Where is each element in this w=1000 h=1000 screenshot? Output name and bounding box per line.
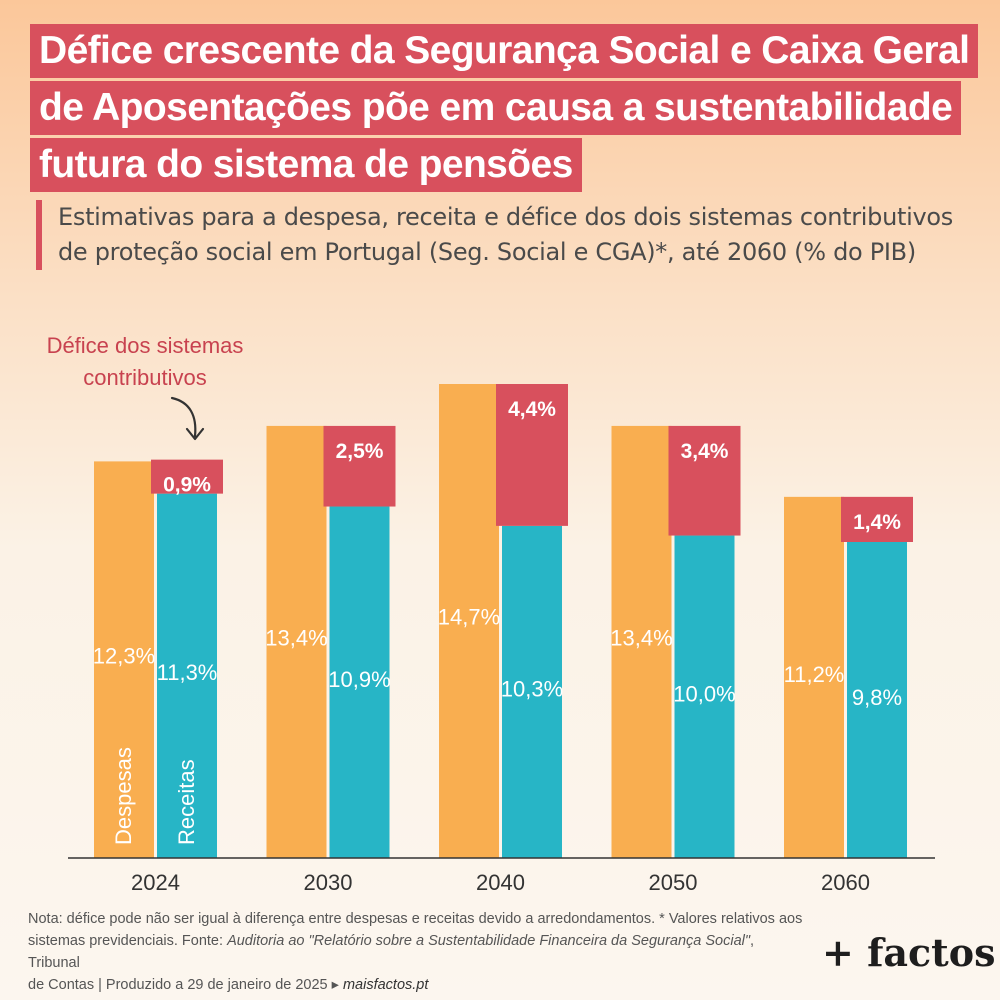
footnote: Nota: défice pode não ser igual à difere… [28,908,808,996]
x-tick-label-2050: 2050 [649,870,698,895]
annotation-line-2: contributivos [83,365,207,390]
value-label-receitas-2050: 10,0% [673,682,735,707]
deficit-box-2060 [841,496,913,542]
value-label-despesas-2050: 13,4% [610,626,672,651]
title-line-1: Défice crescente da Segurança Social e C… [30,24,979,78]
deficit-box-2024 [151,459,223,494]
annotation-arrowhead [185,427,205,441]
annotation-arrow [170,396,197,438]
x-tick-label-2040: 2040 [476,870,525,895]
bar-receitas-2024 [157,493,217,858]
bar-receitas-2060 [847,542,907,858]
value-label-receitas-2024: 11,3% [157,660,218,685]
deficit-box-2050 [668,425,741,536]
title-line-3: futura do sistema de pensões [30,138,582,192]
footnote-text: sistemas previdenciais. Fonte: [28,933,228,949]
deficit-annotation: Défice dos sistemas contributivos [40,330,250,394]
footnote-text: de Contas | Produzido a 29 de janeiro de… [28,977,332,993]
x-tick-label-2024: 2024 [131,870,180,895]
value-label-receitas-2040: 10,3% [501,677,563,702]
value-label-despesas-2024: 12,3% [93,644,155,669]
deficit-label-2030: 2,5% [336,440,384,463]
footnote-text: Nota: défice pode não ser igual à difere… [28,911,803,927]
subtitle-line-1: Estimativas para a despesa, receita e dé… [58,203,953,231]
footnote-line-3: de Contas | Produzido a 29 de janeiro de… [28,974,808,996]
deficit-label-2024: 0,9% [163,474,211,497]
value-label-despesas-2060: 11,2% [784,662,845,687]
value-label-despesas-2040: 14,7% [438,604,500,629]
deficit-label-2040: 4,4% [508,398,556,421]
subtitle: Estimativas para a despesa, receita e dé… [36,200,988,270]
bar-receitas-2050 [674,535,735,858]
bar-receitas-2030 [329,506,390,858]
footnote-text: ▸ [331,977,343,993]
title-block: Défice crescente da Segurança Social e C… [30,24,980,195]
value-label-receitas-2060: 9,8% [852,685,902,710]
bar-despesas-2030 [266,425,327,858]
x-tick-label-2030: 2030 [304,870,353,895]
footnote-text: Auditoria ao "Relatório sobre a Sustenta… [227,933,751,949]
deficit-box-2030 [323,425,396,507]
footnote-text: , Tribunal [28,933,755,971]
bar-despesas-2060 [784,496,844,858]
brand-logo: + factos [822,930,996,975]
bar-despesas-2024 [94,461,154,858]
deficit-label-2060: 1,4% [853,511,901,534]
value-label-receitas-2030: 10,9% [328,667,390,692]
value-label-despesas-2030: 13,4% [265,626,327,651]
deficit-label-2050: 3,4% [681,440,729,463]
deficit-box-2040 [496,384,568,526]
bar-receitas-2040 [502,525,562,858]
footnote-line-1: Nota: défice pode não ser igual à difere… [28,908,808,930]
x-tick-label-2060: 2060 [821,870,870,895]
legend-despesas: Despesas [111,747,136,845]
footnote-line-2: sistemas previdenciais. Fonte: Auditoria… [28,930,808,974]
title-line-2: de Aposentações põe em causa a sustentab… [30,81,962,135]
subtitle-line-2: de proteção social em Portugal (Seg. Soc… [58,238,916,266]
annotation-line-1: Défice dos sistemas [46,333,244,358]
legend-receitas: Receitas [174,759,199,845]
bar-despesas-2040 [439,384,499,858]
bar-despesas-2050 [611,425,672,858]
source-link[interactable]: maisfactos.pt [342,977,429,993]
